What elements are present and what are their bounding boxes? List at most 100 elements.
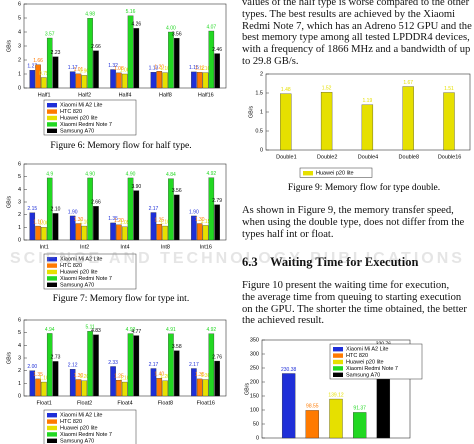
y-tick-label: 150 bbox=[250, 393, 259, 399]
bar bbox=[196, 378, 203, 397]
text-line: types half int or float. bbox=[242, 228, 334, 240]
bar bbox=[110, 69, 116, 89]
data-label: 4.90 bbox=[85, 171, 95, 177]
y-tick-label: 2 bbox=[18, 212, 21, 218]
bar bbox=[127, 333, 134, 397]
bar bbox=[156, 71, 163, 89]
data-label: 2.23 bbox=[51, 50, 61, 56]
data-label: 1.10 bbox=[120, 375, 130, 381]
bar bbox=[208, 177, 215, 241]
bar bbox=[133, 335, 140, 397]
data-label: 1.25 bbox=[154, 217, 164, 223]
y-tick-label: 100 bbox=[250, 407, 259, 413]
x-tick-label: Int1 bbox=[40, 244, 49, 250]
data-label: 3.90 bbox=[131, 184, 141, 190]
legend-swatch bbox=[47, 425, 57, 431]
bar bbox=[87, 18, 93, 89]
legend-swatch bbox=[47, 269, 57, 275]
bar bbox=[116, 224, 122, 241]
legend-label: Huawei p20 lite bbox=[60, 269, 98, 275]
bar bbox=[191, 368, 197, 397]
bar bbox=[162, 225, 168, 241]
text-line: As shown in Figure 9, the memory transfe… bbox=[242, 205, 454, 216]
paragraph: values of the half type is worse compare… bbox=[242, 0, 474, 68]
bar bbox=[202, 379, 209, 397]
data-label: 2.46 bbox=[212, 47, 222, 53]
bar bbox=[168, 333, 174, 397]
y-tick-label: 50 bbox=[253, 421, 259, 427]
bar bbox=[208, 30, 215, 89]
legend-label: Samsung A70 bbox=[60, 438, 94, 444]
data-label: 1.30 bbox=[201, 373, 211, 379]
data-label: 2.73 bbox=[51, 355, 61, 361]
data-label: 1.10 bbox=[39, 375, 49, 381]
legend-swatch bbox=[47, 122, 57, 127]
legend-swatch bbox=[47, 263, 57, 268]
bar bbox=[150, 368, 157, 397]
data-label: 1.20 bbox=[160, 374, 170, 380]
x-tick-label: Int8 bbox=[161, 244, 170, 250]
data-label: 139.12 bbox=[328, 392, 344, 398]
bar bbox=[168, 178, 174, 241]
text-line: types. The best results are achieved by … bbox=[242, 8, 456, 20]
bar bbox=[87, 331, 93, 397]
text-line: the average time from queuing to startin… bbox=[242, 291, 462, 303]
bar bbox=[156, 224, 163, 241]
y-tick-label: 2 bbox=[18, 57, 21, 63]
legend-label: Xiaomi Mi A2 Lite bbox=[60, 103, 103, 109]
data-label: 230.38 bbox=[281, 367, 297, 373]
bar bbox=[214, 360, 220, 397]
data-label: 3.56 bbox=[172, 31, 182, 37]
legend-swatch bbox=[47, 115, 57, 121]
data-label: 1.20 bbox=[114, 218, 124, 224]
bar bbox=[35, 378, 41, 397]
data-label: 1.01 bbox=[74, 67, 84, 73]
legend-swatch bbox=[47, 103, 57, 108]
data-label: 1.25 bbox=[114, 373, 124, 379]
y-axis-label: GB/s bbox=[6, 352, 12, 364]
bar bbox=[208, 333, 215, 397]
data-label: 1.51 bbox=[444, 86, 454, 92]
y-tick-label: 3 bbox=[18, 355, 21, 361]
figure-caption: Figure 7: Memory flow for type int. bbox=[53, 293, 189, 304]
data-label: 1.15 bbox=[189, 65, 199, 71]
legend-label: HTC 820 bbox=[60, 263, 82, 269]
legend-label: Samsung A70 bbox=[60, 282, 94, 288]
data-label: 3.58 bbox=[172, 344, 182, 350]
y-tick-label: 2 bbox=[260, 71, 263, 77]
bar bbox=[173, 38, 180, 89]
data-label: 3.56 bbox=[172, 188, 182, 194]
data-label: 2.17 bbox=[149, 206, 159, 212]
data-label: 98.55 bbox=[306, 404, 319, 410]
data-label: 1.13 bbox=[149, 66, 159, 72]
bar bbox=[133, 190, 140, 241]
data-label: 1.20 bbox=[79, 374, 89, 380]
data-label: 2.76 bbox=[212, 354, 222, 360]
y-tick-label: 5 bbox=[18, 174, 21, 180]
bar bbox=[402, 86, 414, 151]
legend-label: Xiaomi Redmi Note 7 bbox=[60, 276, 112, 282]
y-tick-label: 1.5 bbox=[255, 90, 263, 96]
y-tick-label: 0 bbox=[18, 393, 21, 399]
y-axis-label: GB/s bbox=[6, 196, 12, 208]
bar bbox=[133, 28, 140, 89]
legend-swatch bbox=[47, 257, 57, 262]
bar bbox=[202, 225, 209, 241]
bar bbox=[127, 15, 134, 89]
y-tick-label: 4 bbox=[18, 343, 21, 349]
section-heading: 6.3 Waiting Time for Execution bbox=[242, 255, 418, 270]
data-label: 4.26 bbox=[131, 22, 141, 28]
legend-label: Xiaomi Mi A2 Lite bbox=[346, 347, 389, 353]
text-line: to 29.8 GB/s. bbox=[242, 55, 299, 67]
bar bbox=[110, 222, 116, 241]
y-tick-label: 0 bbox=[260, 147, 263, 153]
legend-box bbox=[299, 167, 373, 178]
bar bbox=[35, 225, 41, 241]
data-label: 4.92 bbox=[206, 327, 216, 333]
y-tick-label: 6 bbox=[18, 1, 21, 7]
data-label: 1.10 bbox=[79, 219, 89, 225]
data-label: 3.57 bbox=[45, 31, 55, 37]
legend-swatch bbox=[333, 359, 343, 365]
x-tick-label: Float2 bbox=[77, 400, 92, 406]
data-label: 1.08 bbox=[114, 66, 124, 72]
